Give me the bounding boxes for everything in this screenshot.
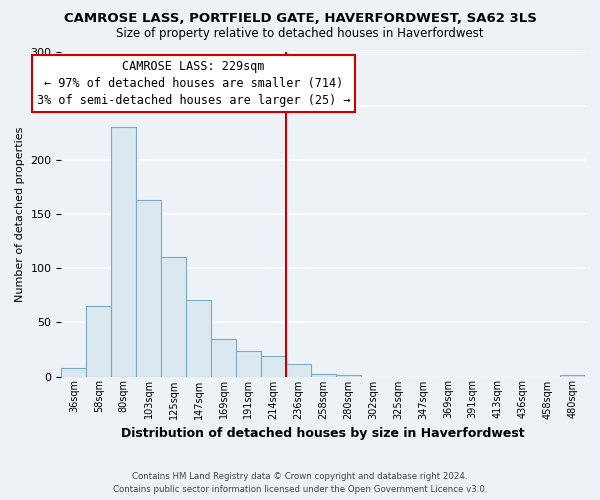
- Bar: [286, 364, 311, 376]
- Bar: [311, 374, 335, 376]
- Bar: [261, 356, 286, 376]
- Bar: [111, 128, 136, 376]
- Text: Size of property relative to detached houses in Haverfordwest: Size of property relative to detached ho…: [116, 28, 484, 40]
- Text: CAMROSE LASS: 229sqm
← 97% of detached houses are smaller (714)
3% of semi-detac: CAMROSE LASS: 229sqm ← 97% of detached h…: [37, 60, 350, 107]
- Y-axis label: Number of detached properties: Number of detached properties: [15, 126, 25, 302]
- Bar: [236, 350, 261, 376]
- X-axis label: Distribution of detached houses by size in Haverfordwest: Distribution of detached houses by size …: [121, 427, 525, 440]
- Text: Contains HM Land Registry data © Crown copyright and database right 2024.
Contai: Contains HM Land Registry data © Crown c…: [113, 472, 487, 494]
- Bar: [136, 200, 161, 376]
- Bar: [186, 300, 211, 376]
- Bar: [161, 258, 186, 376]
- Text: CAMROSE LASS, PORTFIELD GATE, HAVERFORDWEST, SA62 3LS: CAMROSE LASS, PORTFIELD GATE, HAVERFORDW…: [64, 12, 536, 26]
- Bar: [86, 306, 111, 376]
- Bar: [61, 368, 86, 376]
- Bar: [211, 338, 236, 376]
